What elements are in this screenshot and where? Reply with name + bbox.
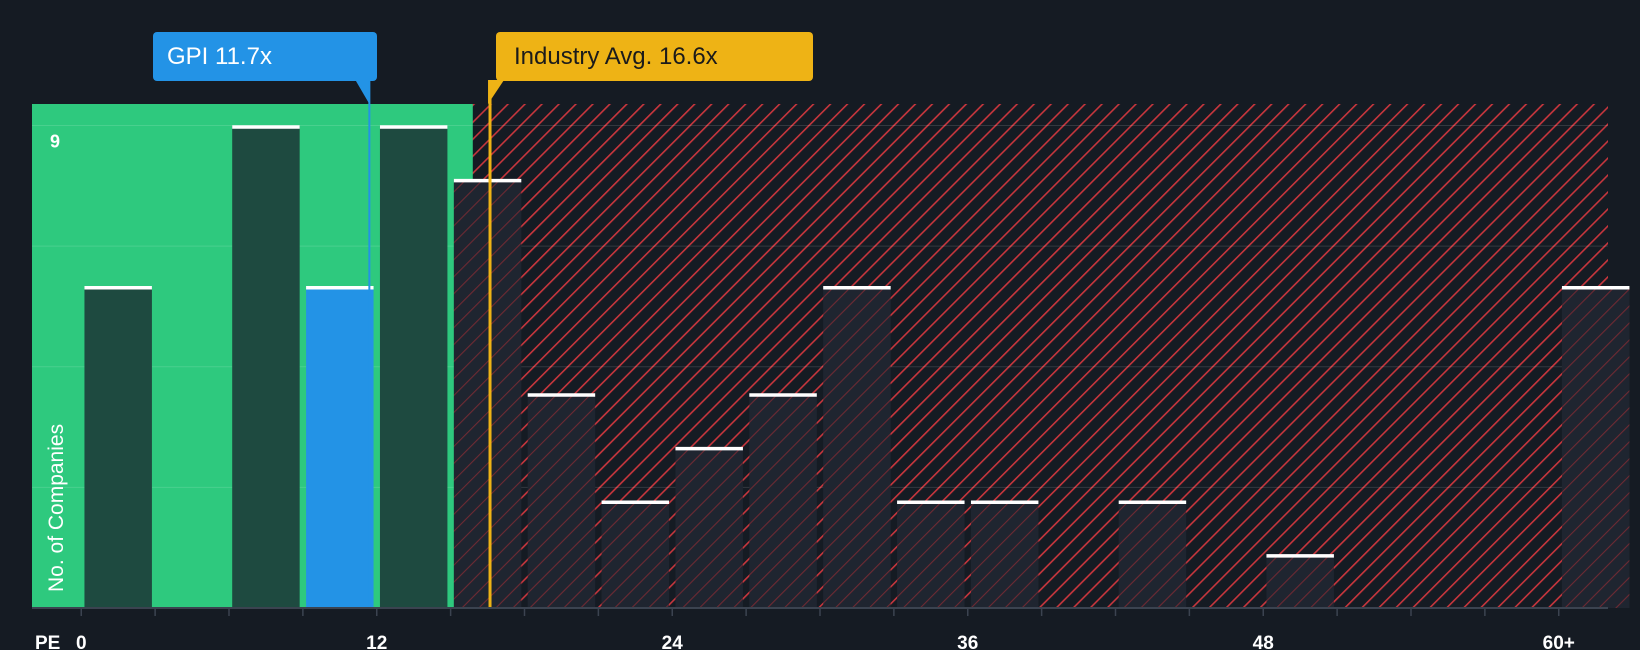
bar-pe-15	[453, 179, 522, 608]
bar-pe-24	[675, 447, 743, 608]
bar-pe-9	[306, 286, 374, 608]
bar-pe-36	[970, 500, 1039, 608]
bar-pe-0	[84, 286, 152, 608]
x-tick-label-60: 60+	[1543, 633, 1575, 650]
bar-pe-6	[232, 125, 300, 608]
bar-pe-18	[527, 393, 596, 608]
bar-pe-27	[749, 393, 817, 608]
y-tick-label-9: 9	[50, 131, 60, 151]
x-tick-label-0: 0	[76, 633, 87, 650]
x-axis-label: PE	[35, 633, 60, 650]
histogram-bars	[84, 125, 1630, 608]
bar-pe-42	[1118, 500, 1187, 608]
bar-pe-48	[1266, 554, 1334, 608]
y-axis-ticks: 9	[50, 131, 60, 151]
bar-pe-21	[601, 500, 670, 608]
gpi-pe-callout: GPI 11.7x	[153, 32, 377, 81]
x-tick-label-48: 48	[1253, 633, 1274, 650]
industry-avg-callout: Industry Avg. 16.6x	[496, 32, 813, 81]
gpi-callout-pointer	[355, 80, 370, 104]
bar-pe-30	[823, 286, 891, 608]
reference-lines	[355, 80, 505, 608]
industry-callout-pointer	[488, 80, 505, 104]
bar-pe-12	[379, 125, 448, 608]
y-axis-label: No. of Companies	[45, 424, 68, 592]
x-axis-ticks: 0 12 24 36 48 60+	[76, 608, 1575, 650]
x-tick-label-12: 12	[366, 633, 387, 650]
bar-pe-33	[897, 500, 965, 608]
x-tick-label-24: 24	[662, 633, 684, 650]
bar-pe-60	[1561, 286, 1630, 608]
x-tick-label-36: 36	[957, 633, 978, 650]
